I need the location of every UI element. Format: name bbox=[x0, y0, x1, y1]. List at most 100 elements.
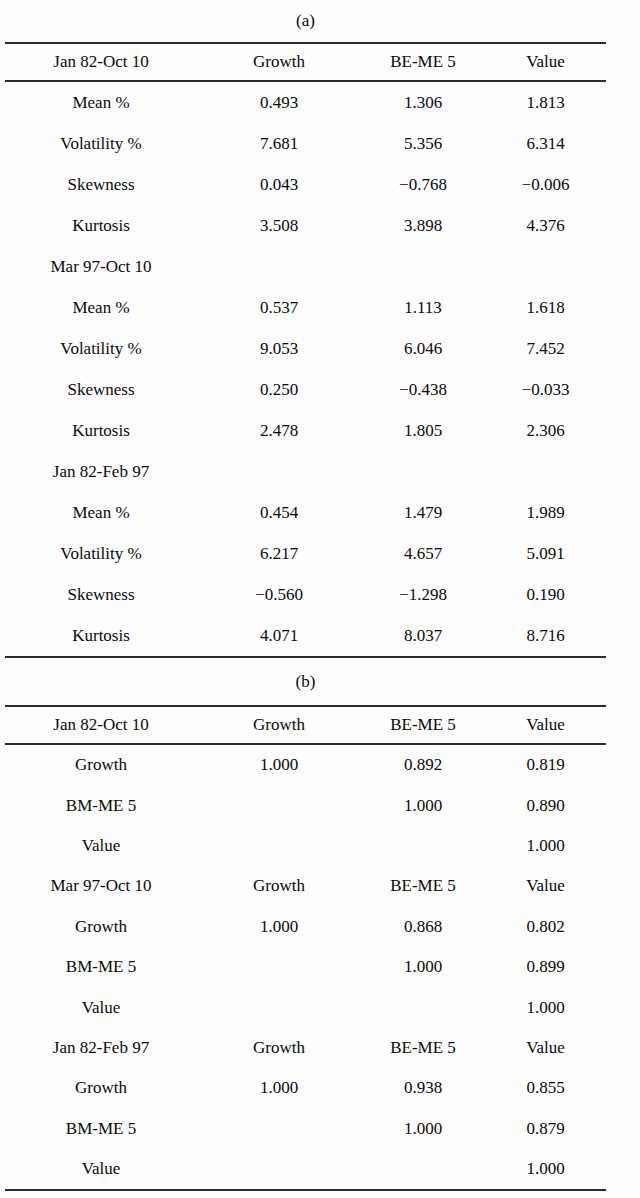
table-cell: 0.819 bbox=[485, 744, 606, 785]
table-cell: −0.006 bbox=[485, 164, 606, 205]
panel-b-title: (b) bbox=[5, 658, 606, 705]
table-cell bbox=[197, 987, 361, 1027]
row-label: Volatility % bbox=[5, 123, 197, 164]
column-header-be-me-5: BE-ME 5 bbox=[361, 706, 485, 744]
table-row: Value 1.000 bbox=[5, 1149, 606, 1190]
table-cell: −0.560 bbox=[197, 574, 361, 615]
table-cell: 4.376 bbox=[485, 205, 606, 246]
table-row: Jan 82-Feb 97GrowthBE-ME 5Value bbox=[5, 1028, 606, 1068]
paper-table-figure: (a) Jan 82-Oct 10 Growth BE-ME 5 Value M… bbox=[0, 0, 640, 1198]
panel-a: (a) Jan 82-Oct 10 Growth BE-ME 5 Value M… bbox=[5, 0, 606, 658]
row-label: Kurtosis bbox=[5, 205, 197, 246]
table-row: Volatility %9.0536.0467.452 bbox=[5, 328, 606, 369]
table-cell: 0.454 bbox=[197, 492, 361, 533]
table-cell: 0.537 bbox=[197, 287, 361, 328]
table-cell: 1.618 bbox=[485, 287, 606, 328]
panel-a-body: Mean %0.4931.3061.813Volatility %7.6815.… bbox=[5, 81, 606, 657]
table-cell: Value bbox=[485, 866, 606, 906]
panel-a-title: (a) bbox=[5, 0, 606, 42]
table-cell: −0.033 bbox=[485, 369, 606, 410]
column-header-be-me-5: BE-ME 5 bbox=[361, 43, 485, 81]
table-row: Skewness0.250−0.438−0.033 bbox=[5, 369, 606, 410]
table-cell: 1.000 bbox=[197, 744, 361, 785]
table-cell: Value bbox=[485, 1028, 606, 1068]
table-cell: 3.898 bbox=[361, 205, 485, 246]
table-cell: 1.000 bbox=[485, 826, 606, 866]
row-label: Value bbox=[5, 1149, 197, 1190]
table-cell bbox=[197, 826, 361, 866]
row-label: Value bbox=[5, 987, 197, 1027]
table-cell: 1.000 bbox=[485, 987, 606, 1027]
table-row: Volatility %7.6815.3566.314 bbox=[5, 123, 606, 164]
table-cell: 0.899 bbox=[485, 947, 606, 987]
table-cell: 0.190 bbox=[485, 574, 606, 615]
row-label: Jan 82-Feb 97 bbox=[5, 1028, 197, 1068]
column-header-growth: Growth bbox=[197, 706, 361, 744]
table-cell: 1.000 bbox=[361, 1109, 485, 1149]
column-header-value: Value bbox=[485, 43, 606, 81]
row-label: Kurtosis bbox=[5, 410, 197, 451]
table-cell: 0.043 bbox=[197, 164, 361, 205]
table-cell bbox=[361, 246, 485, 287]
table-cell: 6.314 bbox=[485, 123, 606, 164]
table-cell: 6.046 bbox=[361, 328, 485, 369]
row-label: BM-ME 5 bbox=[5, 785, 197, 825]
row-label: Jan 82-Feb 97 bbox=[5, 451, 197, 492]
table-row: BM-ME 51.0000.879 bbox=[5, 1109, 606, 1149]
panel-b-table: Jan 82-Oct 10 Growth BE-ME 5 Value Growt… bbox=[5, 705, 606, 1191]
row-label: Kurtosis bbox=[5, 615, 197, 657]
table-cell: 7.452 bbox=[485, 328, 606, 369]
table-cell: 8.037 bbox=[361, 615, 485, 657]
table-cell: 1.000 bbox=[197, 1068, 361, 1108]
row-label: Mar 97-Oct 10 bbox=[5, 246, 197, 287]
row-label: Volatility % bbox=[5, 533, 197, 574]
column-header-period: Jan 82-Oct 10 bbox=[5, 43, 197, 81]
table-cell bbox=[361, 987, 485, 1027]
table-cell: 1.000 bbox=[485, 1149, 606, 1190]
table-cell bbox=[197, 785, 361, 825]
table-row: Mar 97-Oct 10GrowthBE-ME 5Value bbox=[5, 866, 606, 906]
row-label: Mean % bbox=[5, 81, 197, 123]
table-cell bbox=[197, 947, 361, 987]
table-cell bbox=[197, 1149, 361, 1190]
table-cell bbox=[361, 1149, 485, 1190]
table-cell: 1.813 bbox=[485, 81, 606, 123]
table-cell: Growth bbox=[197, 866, 361, 906]
table-cell: 8.716 bbox=[485, 615, 606, 657]
table-cell bbox=[485, 451, 606, 492]
panel-b-body: Growth1.0000.8920.819BM-ME 51.0000.890Va… bbox=[5, 744, 606, 1190]
table-row: Growth1.0000.8920.819 bbox=[5, 744, 606, 785]
table-cell: 5.356 bbox=[361, 123, 485, 164]
table-cell: 9.053 bbox=[197, 328, 361, 369]
table-row: Kurtosis4.0718.0378.716 bbox=[5, 615, 606, 657]
table-cell: 0.938 bbox=[361, 1068, 485, 1108]
panel-b: (b) Jan 82-Oct 10 Growth BE-ME 5 Value G… bbox=[5, 658, 606, 1191]
column-header-value: Value bbox=[485, 706, 606, 744]
table-cell bbox=[361, 826, 485, 866]
table-cell bbox=[485, 246, 606, 287]
table-cell: 0.890 bbox=[485, 785, 606, 825]
row-label: Mean % bbox=[5, 287, 197, 328]
table-row: Jan 82-Feb 97 bbox=[5, 451, 606, 492]
panel-b-header-row: Jan 82-Oct 10 Growth BE-ME 5 Value bbox=[5, 706, 606, 744]
table-cell: 7.681 bbox=[197, 123, 361, 164]
row-label: Growth bbox=[5, 907, 197, 947]
table-cell: 1.000 bbox=[361, 947, 485, 987]
table-cell: 6.217 bbox=[197, 533, 361, 574]
table-cell bbox=[197, 1109, 361, 1149]
table-cell: 1.306 bbox=[361, 81, 485, 123]
table-cell: 4.657 bbox=[361, 533, 485, 574]
table-row: Mean %0.4541.4791.989 bbox=[5, 492, 606, 533]
table-cell: 0.879 bbox=[485, 1109, 606, 1149]
table-row: Mean %0.4931.3061.813 bbox=[5, 81, 606, 123]
table-cell bbox=[197, 246, 361, 287]
table-row: BM-ME 51.0000.890 bbox=[5, 785, 606, 825]
table-cell: 2.306 bbox=[485, 410, 606, 451]
column-header-growth: Growth bbox=[197, 43, 361, 81]
table-row: BM-ME 51.0000.899 bbox=[5, 947, 606, 987]
table-row: Growth1.0000.9380.855 bbox=[5, 1068, 606, 1108]
column-header-period: Jan 82-Oct 10 bbox=[5, 706, 197, 744]
table-row: Growth1.0000.8680.802 bbox=[5, 907, 606, 947]
table-cell: 4.071 bbox=[197, 615, 361, 657]
row-label: Growth bbox=[5, 1068, 197, 1108]
